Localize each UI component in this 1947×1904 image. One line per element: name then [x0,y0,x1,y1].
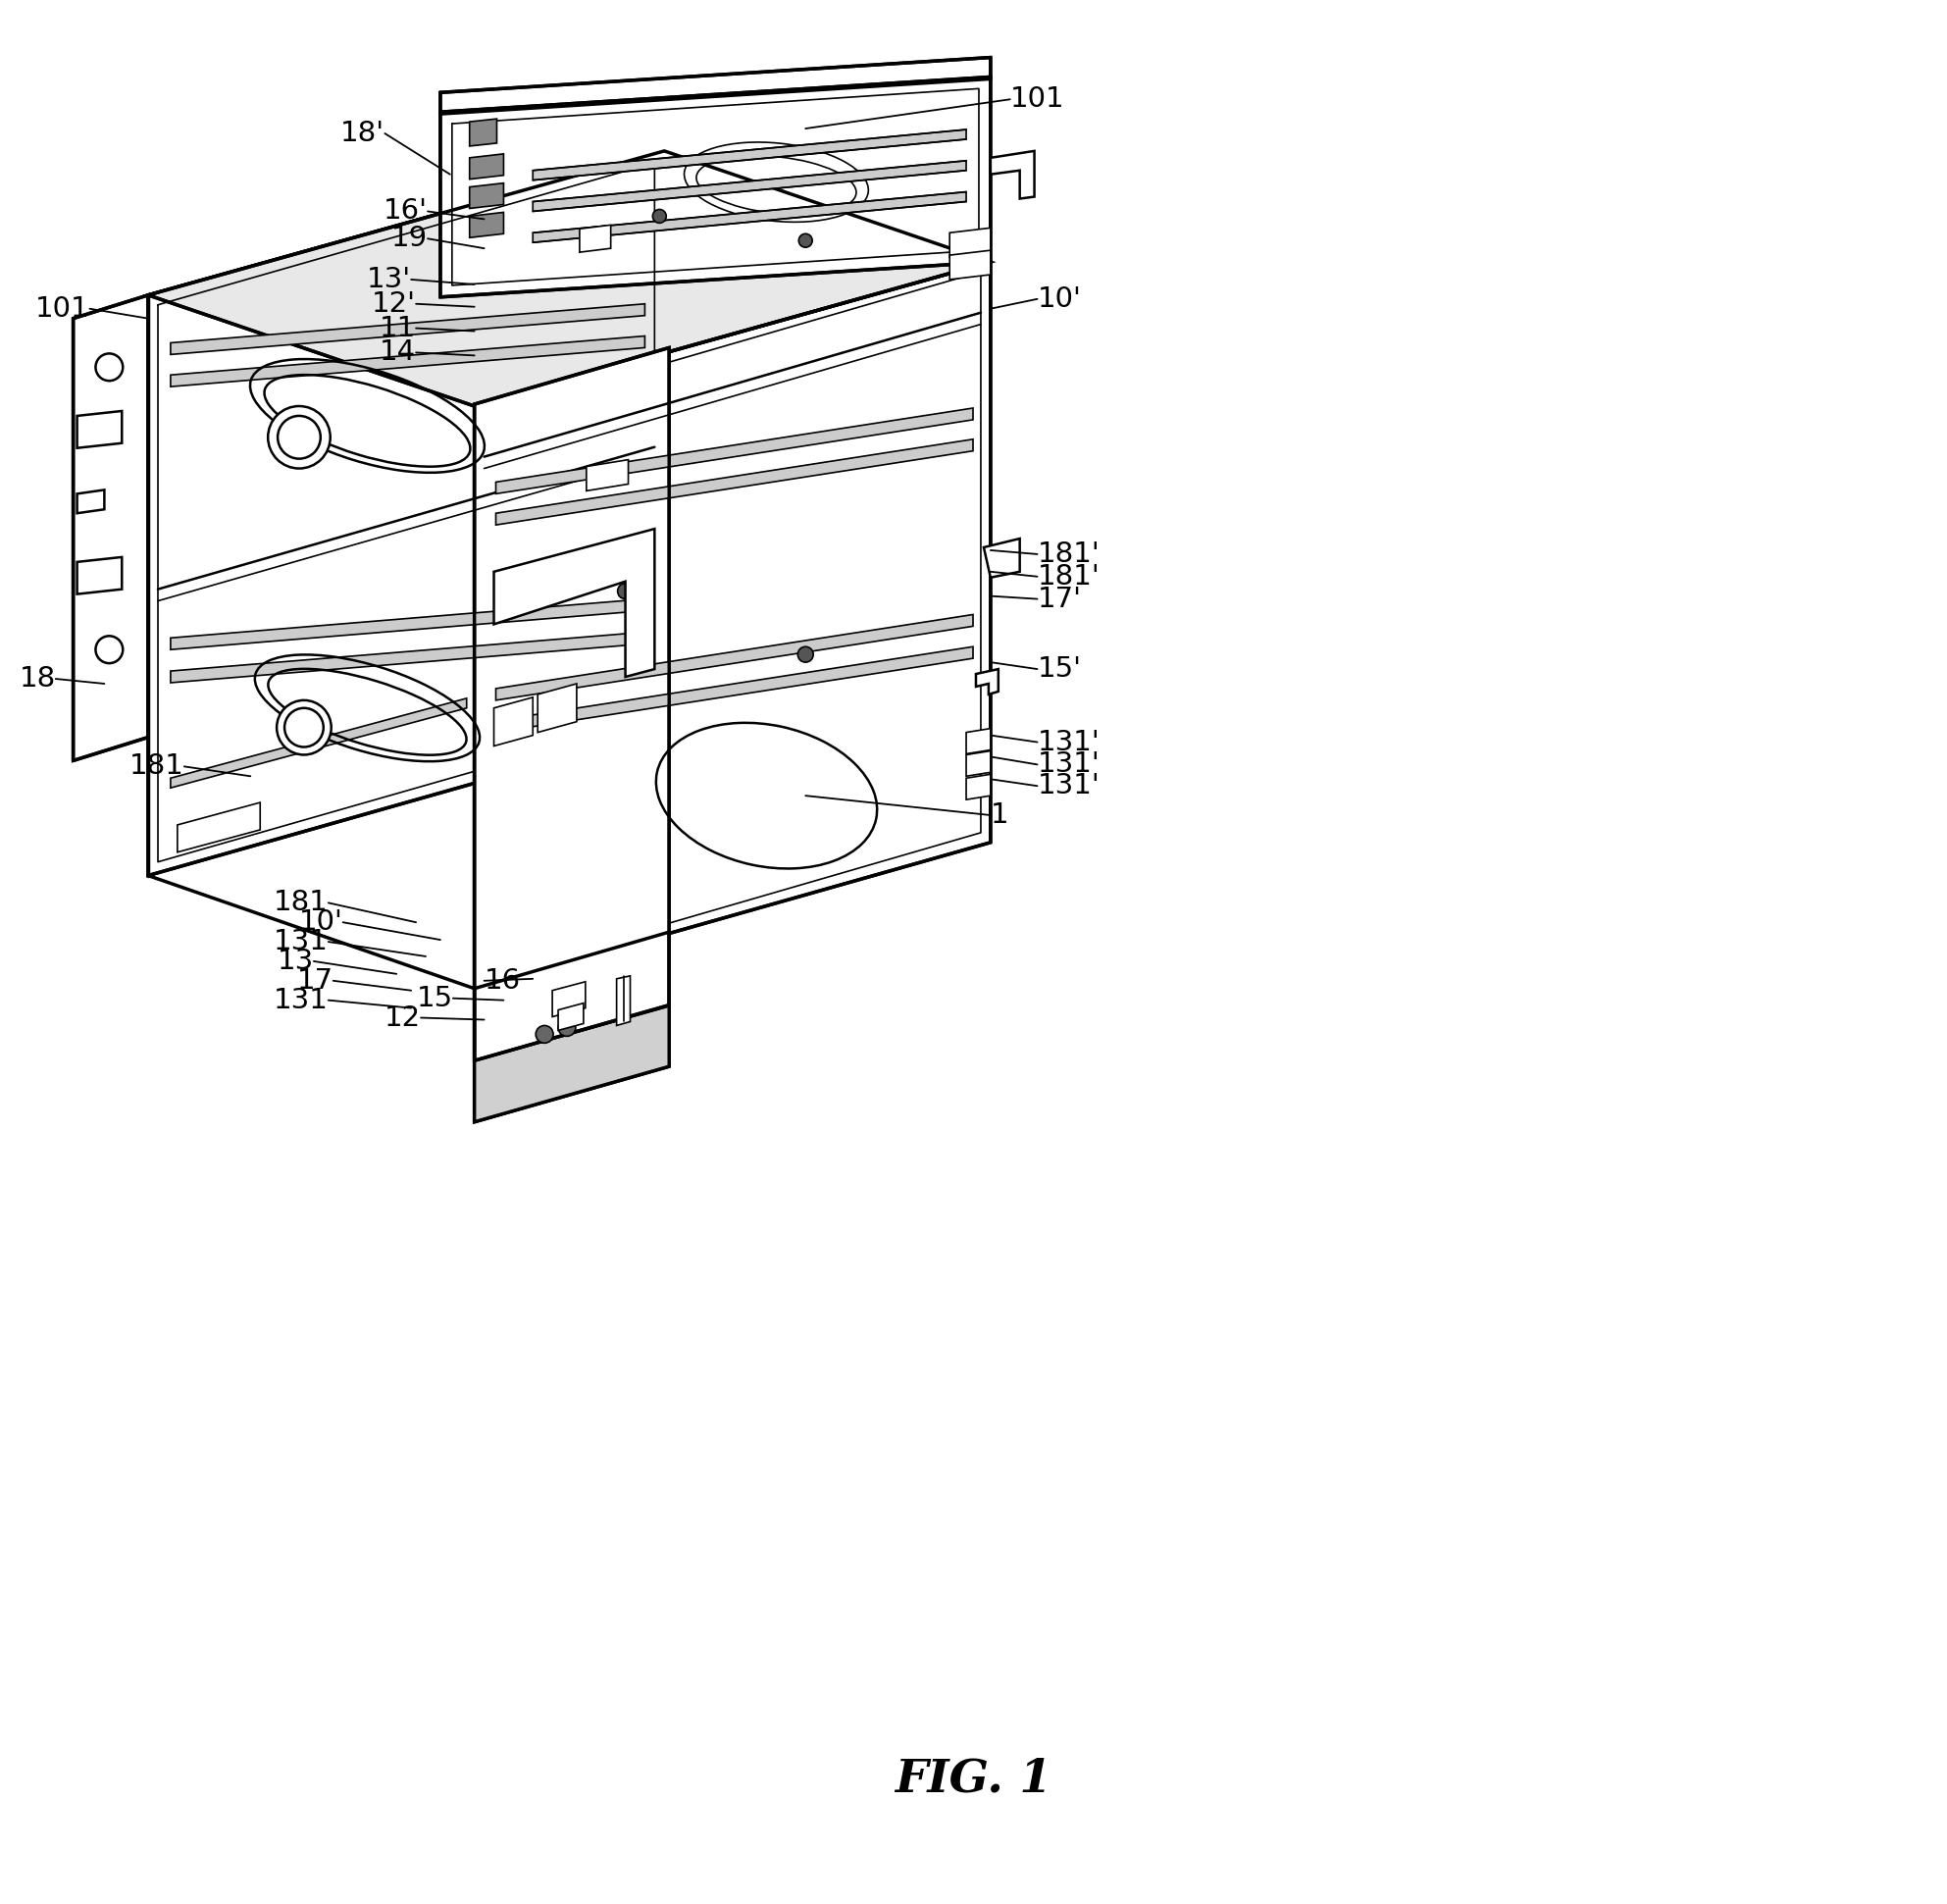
Circle shape [798,234,812,248]
Circle shape [276,701,331,754]
Text: FIG. 1: FIG. 1 [894,1757,1051,1801]
Polygon shape [475,348,670,1061]
Polygon shape [496,440,974,526]
Text: 1: 1 [991,802,1009,828]
Circle shape [95,354,123,381]
Polygon shape [966,729,991,754]
Polygon shape [537,684,576,733]
Polygon shape [148,150,664,876]
Polygon shape [559,1003,584,1030]
Circle shape [284,708,323,746]
Text: 131': 131' [1038,750,1100,779]
Polygon shape [171,305,644,354]
Polygon shape [975,668,999,695]
Polygon shape [78,489,105,514]
Polygon shape [469,118,496,147]
Text: 13': 13' [366,267,411,293]
Text: 181: 181 [129,752,185,781]
Polygon shape [74,295,148,760]
Circle shape [559,1019,576,1036]
Polygon shape [171,632,644,684]
Polygon shape [991,150,1034,198]
Polygon shape [469,183,504,208]
Polygon shape [580,225,611,251]
Text: 16: 16 [485,967,520,994]
Polygon shape [533,160,966,211]
Text: 131: 131 [273,927,329,956]
Text: 17: 17 [296,967,333,994]
Circle shape [535,1026,553,1043]
Polygon shape [495,529,654,676]
Text: 10': 10' [300,908,343,937]
Polygon shape [440,57,991,114]
Text: 17': 17' [1038,585,1081,613]
Polygon shape [496,647,974,733]
Circle shape [95,636,123,663]
Polygon shape [475,933,670,1121]
Polygon shape [78,558,123,594]
Text: 11: 11 [380,314,417,343]
Circle shape [798,647,814,663]
Text: 19: 19 [391,225,428,253]
Circle shape [269,406,331,468]
Text: 15: 15 [417,984,454,1013]
Text: 101: 101 [35,295,90,322]
Text: 181': 181' [1038,564,1100,590]
Polygon shape [533,129,966,181]
Polygon shape [950,249,991,280]
Text: 131': 131' [1038,729,1100,756]
Text: 181: 181 [273,889,329,916]
Polygon shape [171,699,467,788]
Text: 12: 12 [384,1003,421,1032]
Polygon shape [171,600,644,649]
Polygon shape [469,213,504,238]
Text: 14: 14 [380,339,417,366]
Polygon shape [475,263,991,988]
Polygon shape [496,407,974,493]
Text: 10': 10' [1038,286,1081,312]
Polygon shape [78,411,123,447]
Text: 12': 12' [372,289,417,318]
Polygon shape [148,150,991,406]
Text: 131': 131' [1038,773,1100,800]
Polygon shape [475,1005,670,1121]
Polygon shape [617,977,631,1026]
Polygon shape [966,775,991,800]
Circle shape [617,583,633,600]
Circle shape [652,209,666,223]
Polygon shape [171,335,644,387]
Polygon shape [533,192,966,242]
Text: 13: 13 [276,948,313,975]
Text: 16': 16' [384,198,428,225]
Polygon shape [440,76,991,297]
Polygon shape [966,750,991,777]
Polygon shape [469,154,504,179]
Text: 15': 15' [1038,655,1081,684]
Text: 18: 18 [19,664,56,693]
Polygon shape [495,697,533,746]
Polygon shape [586,459,629,491]
Text: 181': 181' [1038,541,1100,567]
Polygon shape [950,228,991,257]
Polygon shape [553,982,586,1017]
Polygon shape [177,802,261,853]
Text: 131: 131 [273,986,329,1015]
Circle shape [278,415,321,459]
Text: 101: 101 [1010,86,1065,112]
Polygon shape [983,539,1020,577]
Text: 18': 18' [341,120,386,147]
Polygon shape [496,615,974,701]
